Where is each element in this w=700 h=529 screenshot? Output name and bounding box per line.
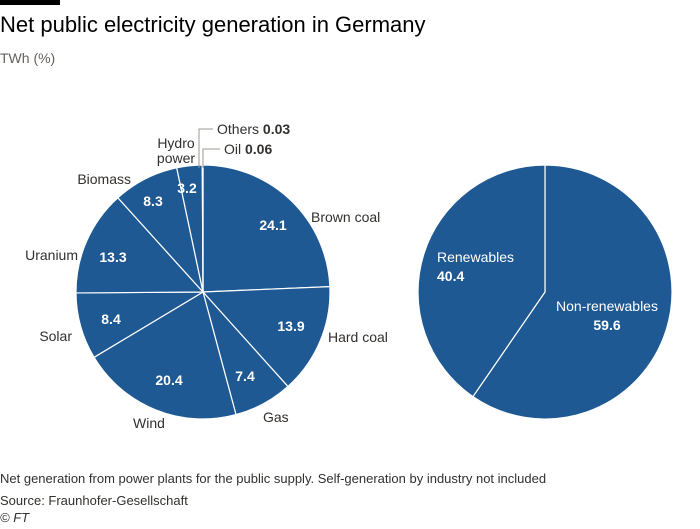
value-label-gas: 7.4 [235, 368, 255, 384]
pie-generation-sources: 24.1 Brown coal 13.9 Hard coal 7.4 Gas 20.4 Win… [25, 121, 388, 431]
source-line: Source: Fraunhofer-Gesellschaft [0, 493, 188, 508]
top-rule [0, 0, 60, 5]
value-label-hard-coal: 13.9 [277, 318, 304, 334]
slice-wind [93, 291, 237, 420]
chart-title: Net public electricity generation in Ger… [0, 12, 426, 37]
value-label-renewables: 40.4 [437, 268, 464, 284]
copyright: © FT [0, 510, 30, 525]
value-label-biomass: 8.3 [143, 193, 163, 209]
value-label-uranium: 13.3 [99, 249, 126, 265]
leader-line-oil [202, 148, 220, 168]
category-label-wind: Wind [133, 415, 165, 431]
slice-brown-coal [202, 164, 331, 293]
category-label-renewables: Renewables [437, 249, 514, 265]
category-label-solar: Solar [39, 328, 72, 344]
category-label-oil: Oil 0.06 [224, 141, 272, 157]
footnote: Net generation from power plants for the… [0, 471, 547, 486]
pie-renewables-split: Non-renewables 59.6 Renewables 40.4 [417, 164, 673, 420]
category-label-hydro-power: Hydro power [157, 135, 195, 166]
value-label-solar: 8.4 [101, 311, 121, 327]
slice-renewables [417, 164, 546, 398]
category-label-brown-coal: Brown coal [311, 209, 380, 225]
category-label-others: Others 0.03 [217, 121, 290, 137]
slice-hard-coal [201, 285, 331, 388]
leader-line-others [198, 128, 213, 168]
category-label-uranium: Uranium [25, 247, 78, 263]
value-label-hydro-power: 3.2 [177, 180, 197, 196]
category-label-hard-coal: Hard coal [328, 329, 388, 345]
category-label-gas: Gas [263, 409, 289, 425]
value-label-non-renewables: 59.6 [593, 317, 620, 333]
category-label-non-renewables: Non-renewables [556, 298, 658, 314]
slice-non-renewables [472, 164, 673, 420]
slice-uranium [75, 196, 205, 294]
category-label-biomass: Biomass [77, 171, 131, 187]
chart-subtitle: TWh (%) [0, 50, 56, 66]
value-label-brown-coal: 24.1 [259, 217, 286, 233]
value-label-wind: 20.4 [155, 372, 182, 388]
